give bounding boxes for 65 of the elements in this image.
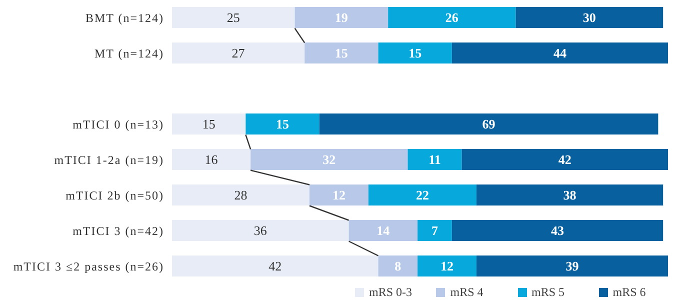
bar [172, 7, 295, 28]
bar [418, 220, 452, 241]
data-label: 38 [563, 188, 577, 203]
data-label: 44 [553, 46, 567, 61]
data-label: 14 [376, 223, 390, 238]
bar [310, 184, 368, 206]
bar [378, 256, 418, 276]
y-tick-label: mTICI 3 ≤2 passes (n=26) [13, 260, 164, 274]
bar [378, 42, 452, 64]
data-label: 7 [431, 223, 438, 238]
data-label: 12 [332, 188, 346, 203]
bar [476, 256, 668, 276]
legend-label: mRS 4 [450, 285, 484, 300]
data-label: 15 [202, 116, 216, 132]
data-label: 36 [254, 223, 268, 238]
bar [172, 42, 305, 64]
bar [172, 184, 310, 206]
data-label: 25 [226, 10, 240, 26]
y-tick-label: mTICI 2b (n=50) [66, 188, 164, 203]
data-label: 30 [582, 10, 596, 26]
bar [172, 256, 378, 276]
data-label: 43 [551, 223, 565, 238]
data-label: 19 [334, 10, 348, 26]
data-label: 42 [558, 152, 572, 168]
data-label: 12 [440, 258, 454, 274]
data-label: 15 [276, 116, 290, 132]
data-label: 15 [334, 46, 348, 61]
bar [246, 114, 320, 134]
bar [462, 149, 668, 170]
bar [516, 7, 664, 28]
data-label: 11 [428, 152, 441, 168]
bar [476, 184, 664, 206]
data-label: 42 [268, 258, 282, 274]
bar [319, 114, 658, 134]
bar [294, 7, 388, 28]
data-label: 26 [445, 10, 459, 26]
y-tick-label: MT (n=124) [94, 46, 164, 61]
data-label: 28 [234, 188, 248, 203]
y-tick-label: mTICI 3 (n=42) [72, 224, 164, 238]
y-tick-label: mTICI 0 (n=13) [72, 118, 164, 132]
bar [408, 149, 462, 170]
bar [368, 184, 476, 206]
data-label: 8 [394, 258, 402, 274]
bar [172, 114, 246, 134]
y-tick-label: BMT (n=124) [85, 11, 164, 26]
legend-label: mRS 0-3 [369, 285, 412, 300]
bar [304, 42, 378, 64]
data-label: 22 [416, 188, 429, 203]
bar [172, 220, 349, 241]
bar [452, 220, 664, 241]
data-label: 16 [204, 152, 218, 168]
data-label: 27 [232, 46, 246, 61]
data-label: 15 [408, 46, 422, 61]
bar [388, 7, 516, 28]
legend-label: mRS 6 [612, 285, 646, 300]
bar [348, 220, 418, 241]
bar [172, 149, 251, 170]
bar [418, 256, 476, 276]
data-label: 39 [566, 258, 580, 274]
bar [250, 149, 408, 170]
data-label: 32 [322, 152, 336, 168]
data-label: 69 [482, 116, 496, 132]
bar [452, 42, 668, 64]
legend-label: mRS 5 [532, 285, 565, 300]
y-tick-label: mTICI 1-2a (n=19) [54, 153, 164, 168]
